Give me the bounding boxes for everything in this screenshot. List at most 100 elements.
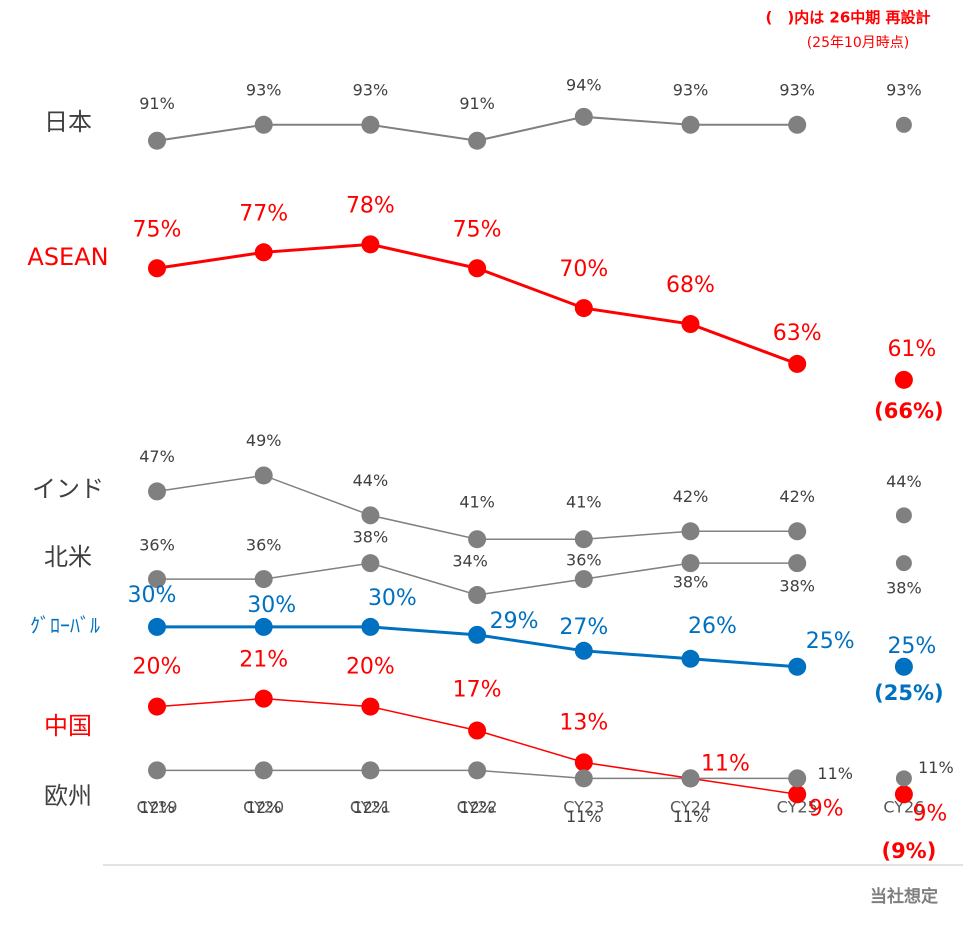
data-point — [895, 770, 912, 787]
data-label: 20% — [346, 655, 395, 680]
data-label: 36% — [566, 551, 602, 570]
data-label: 42% — [673, 487, 709, 506]
data-point — [681, 554, 700, 573]
data-point — [788, 785, 807, 804]
target-label: (9%) — [881, 839, 936, 863]
series-name: 北米 — [44, 543, 92, 571]
data-label: 93% — [886, 80, 922, 99]
data-point — [468, 131, 487, 150]
data-label: 11% — [701, 751, 750, 776]
data-label: 11% — [673, 807, 709, 826]
data-label: 17% — [453, 678, 502, 703]
data-label: 36% — [139, 536, 175, 555]
data-label: 78% — [346, 193, 395, 218]
data-point — [468, 586, 487, 605]
note-date: (25年10月時点) — [807, 35, 910, 51]
data-point — [254, 689, 273, 708]
data-label: 93% — [779, 80, 815, 99]
data-point — [361, 617, 380, 636]
data-label: 41% — [566, 493, 602, 512]
data-point — [681, 649, 700, 668]
data-label: 47% — [139, 447, 175, 466]
x-tick-label: CY23 — [563, 798, 604, 817]
data-point — [361, 697, 380, 716]
data-label: 42% — [779, 487, 815, 506]
data-point — [574, 530, 593, 549]
data-label: 12% — [459, 798, 495, 817]
data-label: 91% — [139, 94, 175, 113]
data-label: 38% — [779, 577, 815, 596]
data-point — [468, 259, 487, 278]
data-point — [788, 354, 807, 373]
series-line — [156, 697, 798, 796]
data-label: 93% — [246, 80, 282, 99]
data-label: 30% — [368, 586, 417, 611]
data-point — [254, 570, 273, 589]
data-point — [254, 617, 273, 636]
data-point — [361, 554, 380, 573]
data-label: 75% — [133, 217, 182, 242]
data-point — [788, 554, 807, 573]
data-label: 27% — [559, 615, 608, 640]
data-label: 93% — [353, 80, 389, 99]
data-point — [361, 506, 380, 525]
x-tick-label: CY25 — [777, 798, 818, 817]
data-label: 12% — [246, 798, 282, 817]
data-point — [361, 761, 380, 780]
series-name: インド — [32, 475, 104, 503]
data-label: 29% — [490, 609, 539, 634]
data-label: 44% — [886, 472, 922, 491]
data-point — [788, 769, 807, 788]
data-point — [148, 131, 166, 150]
data-label: 44% — [353, 471, 389, 490]
data-point — [254, 466, 273, 485]
data-label: 77% — [239, 201, 288, 226]
data-label: 41% — [459, 493, 495, 512]
data-label: 93% — [673, 80, 709, 99]
series-name: 欧州 — [44, 782, 92, 810]
data-point — [681, 315, 700, 334]
data-label: 20% — [133, 655, 182, 680]
data-point — [681, 115, 700, 134]
data-point — [681, 769, 700, 788]
target-label: (66%) — [874, 399, 943, 423]
data-point — [148, 761, 166, 780]
data-label: 13% — [559, 710, 608, 735]
data-label: 38% — [886, 579, 922, 598]
data-point — [361, 235, 380, 254]
data-point — [148, 570, 166, 589]
data-label: 12% — [139, 798, 175, 817]
data-point — [148, 617, 166, 636]
data-label: 49% — [246, 431, 282, 450]
data-label: 75% — [453, 217, 502, 242]
data-label: 94% — [566, 75, 602, 94]
data-point — [788, 522, 807, 541]
data-label: 11% — [918, 758, 954, 777]
data-label: 68% — [666, 273, 715, 298]
data-point — [468, 721, 487, 740]
data-point — [894, 785, 913, 804]
data-point — [574, 107, 593, 126]
data-point — [148, 697, 166, 716]
forecast-label: 当社想定 — [870, 886, 938, 907]
data-label: 38% — [353, 528, 389, 547]
data-label: 61% — [887, 337, 936, 362]
x-tick-label: CY21 — [350, 798, 391, 817]
series-name: ｸﾞﾛｰﾊﾞﾙ — [30, 614, 100, 638]
data-point — [468, 761, 487, 780]
data-label: 9% — [809, 796, 844, 821]
data-label: 12% — [353, 798, 389, 817]
data-point — [468, 625, 487, 644]
data-label: 30% — [128, 583, 177, 608]
data-point — [574, 570, 593, 589]
data-point — [468, 530, 487, 549]
data-point — [254, 243, 273, 262]
x-tick-label: CY20 — [243, 798, 284, 817]
data-point — [895, 555, 912, 572]
data-point — [574, 641, 593, 660]
series-name: ASEAN — [27, 243, 108, 271]
x-tick-label: CY19 — [136, 798, 177, 817]
data-label: 30% — [247, 593, 296, 618]
data-point — [574, 753, 593, 772]
